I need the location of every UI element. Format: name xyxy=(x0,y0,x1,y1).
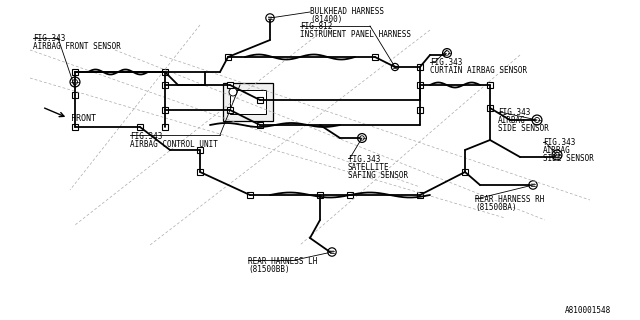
Text: SIDE SENSOR: SIDE SENSOR xyxy=(543,154,594,163)
Bar xyxy=(487,82,493,88)
Text: FIG.343: FIG.343 xyxy=(33,34,65,43)
Bar xyxy=(462,169,468,175)
Circle shape xyxy=(268,19,269,20)
Circle shape xyxy=(330,252,332,254)
Bar xyxy=(162,69,168,75)
Bar xyxy=(197,169,203,175)
Circle shape xyxy=(330,250,332,252)
Bar xyxy=(223,83,273,121)
Circle shape xyxy=(268,16,269,18)
Bar xyxy=(72,69,78,75)
Circle shape xyxy=(360,136,364,140)
Text: FRONT: FRONT xyxy=(71,114,96,123)
Text: FIG.343: FIG.343 xyxy=(498,108,531,117)
Text: (81500BB): (81500BB) xyxy=(248,265,290,274)
Circle shape xyxy=(266,14,274,22)
Bar xyxy=(417,64,423,70)
Circle shape xyxy=(531,183,532,185)
Bar xyxy=(72,92,78,98)
Circle shape xyxy=(394,66,395,67)
Circle shape xyxy=(554,153,559,157)
Text: FIG.343: FIG.343 xyxy=(348,155,380,164)
Bar xyxy=(227,107,233,113)
Bar xyxy=(162,82,168,88)
Text: CURTAIN AIRBAG SENSOR: CURTAIN AIRBAG SENSOR xyxy=(430,66,527,75)
Text: (81400): (81400) xyxy=(310,15,342,24)
Circle shape xyxy=(552,150,562,160)
Circle shape xyxy=(328,248,336,256)
Bar xyxy=(417,107,423,113)
Text: FIG.343: FIG.343 xyxy=(430,58,462,67)
Bar xyxy=(317,192,323,198)
Bar xyxy=(225,54,231,60)
Circle shape xyxy=(229,88,237,96)
Bar xyxy=(247,192,253,198)
Text: SIDE SENSOR: SIDE SENSOR xyxy=(498,124,549,133)
Text: A810001548: A810001548 xyxy=(565,306,611,315)
Circle shape xyxy=(443,49,451,57)
Bar xyxy=(372,54,378,60)
Bar xyxy=(197,147,203,153)
Circle shape xyxy=(392,63,399,71)
Text: INSTRUMENT PANEL HARNESS: INSTRUMENT PANEL HARNESS xyxy=(300,30,411,39)
Bar xyxy=(257,97,263,103)
Bar xyxy=(417,82,423,88)
Circle shape xyxy=(532,115,542,125)
Text: AIRBAG CONTROL UNIT: AIRBAG CONTROL UNIT xyxy=(130,140,218,149)
Text: REAR HARNESS LH: REAR HARNESS LH xyxy=(248,257,317,266)
Bar xyxy=(487,105,493,111)
Circle shape xyxy=(531,186,532,187)
Circle shape xyxy=(358,134,366,142)
Text: FIG.343: FIG.343 xyxy=(130,132,163,141)
Bar xyxy=(227,82,233,88)
Bar xyxy=(162,124,168,130)
Bar xyxy=(230,90,266,114)
Circle shape xyxy=(534,117,540,123)
Text: AIRBAG: AIRBAG xyxy=(543,146,571,155)
Bar xyxy=(137,124,143,130)
Text: (81500BA): (81500BA) xyxy=(475,203,516,212)
Text: FIG.343: FIG.343 xyxy=(543,138,575,147)
Bar xyxy=(72,124,78,130)
Text: FIG.812: FIG.812 xyxy=(300,22,332,31)
Circle shape xyxy=(529,181,537,189)
Text: AIRBAG: AIRBAG xyxy=(498,116,525,125)
Circle shape xyxy=(445,51,449,55)
Bar xyxy=(257,122,263,128)
Text: AIRBAG FRONT SENSOR: AIRBAG FRONT SENSOR xyxy=(33,42,121,51)
Bar xyxy=(347,192,353,198)
Text: BULKHEAD HARNESS: BULKHEAD HARNESS xyxy=(310,7,384,16)
Text: REAR HARNESS RH: REAR HARNESS RH xyxy=(475,195,545,204)
Bar xyxy=(417,192,423,198)
Text: SATELLITE: SATELLITE xyxy=(348,163,390,172)
Bar xyxy=(162,107,168,113)
Text: SAFING SENSOR: SAFING SENSOR xyxy=(348,171,408,180)
Circle shape xyxy=(72,79,77,84)
Circle shape xyxy=(70,77,80,87)
